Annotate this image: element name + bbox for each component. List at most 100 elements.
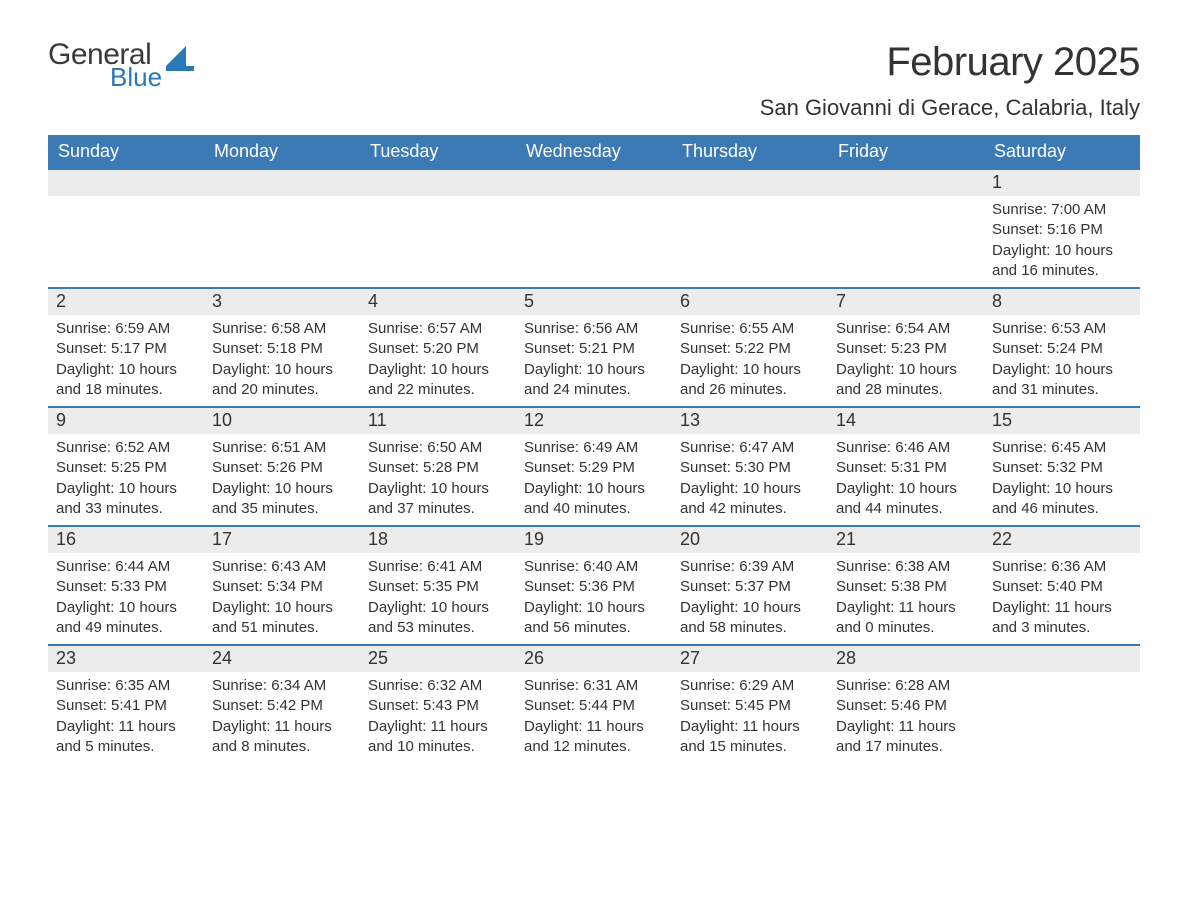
day-details: Sunrise: 6:52 AMSunset: 5:25 PMDaylight:… [48,434,204,525]
day-cell: 17Sunrise: 6:43 AMSunset: 5:34 PMDayligh… [204,527,360,644]
sunrise-line: Sunrise: 6:31 AM [524,676,664,696]
day-number: 24 [204,646,360,672]
logo-word-blue: Blue [110,64,162,90]
sunset-line: Sunset: 5:28 PM [368,458,508,478]
sunrise-line: Sunrise: 7:00 AM [992,200,1132,220]
daylight-line: and 35 minutes. [212,499,352,519]
week-row: 2Sunrise: 6:59 AMSunset: 5:17 PMDaylight… [48,287,1140,406]
day-cell: 14Sunrise: 6:46 AMSunset: 5:31 PMDayligh… [828,408,984,525]
daylight-line: and 37 minutes. [368,499,508,519]
day-details: Sunrise: 6:36 AMSunset: 5:40 PMDaylight:… [984,553,1140,644]
daylight-line: Daylight: 10 hours [56,479,196,499]
daylight-line: Daylight: 10 hours [212,479,352,499]
day-details [204,196,360,206]
daylight-line: Daylight: 11 hours [56,717,196,737]
weekday-header: Thursday [672,135,828,170]
daylight-line: Daylight: 10 hours [680,479,820,499]
daylight-line: Daylight: 11 hours [368,717,508,737]
day-details: Sunrise: 6:38 AMSunset: 5:38 PMDaylight:… [828,553,984,644]
sunset-line: Sunset: 5:42 PM [212,696,352,716]
sunset-line: Sunset: 5:45 PM [680,696,820,716]
sunrise-line: Sunrise: 6:50 AM [368,438,508,458]
weekday-header: Friday [828,135,984,170]
logo-sail-icon [166,46,196,77]
day-details: Sunrise: 6:59 AMSunset: 5:17 PMDaylight:… [48,315,204,406]
day-details: Sunrise: 6:41 AMSunset: 5:35 PMDaylight:… [360,553,516,644]
sunset-line: Sunset: 5:36 PM [524,577,664,597]
month-title: February 2025 [760,40,1140,85]
daylight-line: Daylight: 11 hours [212,717,352,737]
day-cell: 11Sunrise: 6:50 AMSunset: 5:28 PMDayligh… [360,408,516,525]
sunrise-line: Sunrise: 6:32 AM [368,676,508,696]
daylight-line: and 46 minutes. [992,499,1132,519]
day-details: Sunrise: 6:35 AMSunset: 5:41 PMDaylight:… [48,672,204,763]
daylight-line: Daylight: 10 hours [524,479,664,499]
daylight-line: and 33 minutes. [56,499,196,519]
day-number: 16 [48,527,204,553]
day-cell [48,170,204,287]
week-row: 1Sunrise: 7:00 AMSunset: 5:16 PMDaylight… [48,170,1140,287]
day-cell: 13Sunrise: 6:47 AMSunset: 5:30 PMDayligh… [672,408,828,525]
sunrise-line: Sunrise: 6:46 AM [836,438,976,458]
day-number [672,170,828,196]
week-row: 16Sunrise: 6:44 AMSunset: 5:33 PMDayligh… [48,525,1140,644]
daylight-line: Daylight: 10 hours [680,598,820,618]
daylight-line: and 40 minutes. [524,499,664,519]
day-details [360,196,516,206]
daylight-line: and 3 minutes. [992,618,1132,638]
day-number: 4 [360,289,516,315]
day-details: Sunrise: 6:58 AMSunset: 5:18 PMDaylight:… [204,315,360,406]
day-details: Sunrise: 6:31 AMSunset: 5:44 PMDaylight:… [516,672,672,763]
calendar-page: General Blue February 2025 San Giovanni … [0,0,1188,918]
day-number: 10 [204,408,360,434]
day-cell: 1Sunrise: 7:00 AMSunset: 5:16 PMDaylight… [984,170,1140,287]
sunrise-line: Sunrise: 6:55 AM [680,319,820,339]
daylight-line: and 49 minutes. [56,618,196,638]
daylight-line: Daylight: 10 hours [992,241,1132,261]
daylight-line: Daylight: 11 hours [680,717,820,737]
daylight-line: Daylight: 10 hours [836,479,976,499]
day-cell: 15Sunrise: 6:45 AMSunset: 5:32 PMDayligh… [984,408,1140,525]
day-cell: 28Sunrise: 6:28 AMSunset: 5:46 PMDayligh… [828,646,984,763]
day-cell [204,170,360,287]
daylight-line: and 10 minutes. [368,737,508,757]
day-cell: 19Sunrise: 6:40 AMSunset: 5:36 PMDayligh… [516,527,672,644]
day-details: Sunrise: 6:40 AMSunset: 5:36 PMDaylight:… [516,553,672,644]
day-cell: 8Sunrise: 6:53 AMSunset: 5:24 PMDaylight… [984,289,1140,406]
location-subtitle: San Giovanni di Gerace, Calabria, Italy [760,95,1140,121]
day-cell: 21Sunrise: 6:38 AMSunset: 5:38 PMDayligh… [828,527,984,644]
daylight-line: and 22 minutes. [368,380,508,400]
day-details: Sunrise: 6:54 AMSunset: 5:23 PMDaylight:… [828,315,984,406]
sunset-line: Sunset: 5:32 PM [992,458,1132,478]
day-number: 7 [828,289,984,315]
sunset-line: Sunset: 5:21 PM [524,339,664,359]
day-details: Sunrise: 6:56 AMSunset: 5:21 PMDaylight:… [516,315,672,406]
day-details: Sunrise: 6:43 AMSunset: 5:34 PMDaylight:… [204,553,360,644]
day-number: 28 [828,646,984,672]
day-number: 22 [984,527,1140,553]
day-number [360,170,516,196]
daylight-line: Daylight: 10 hours [368,598,508,618]
daylight-line: Daylight: 10 hours [212,360,352,380]
daylight-line: Daylight: 10 hours [992,360,1132,380]
day-cell [360,170,516,287]
day-details: Sunrise: 6:55 AMSunset: 5:22 PMDaylight:… [672,315,828,406]
daylight-line: and 15 minutes. [680,737,820,757]
weekday-header-row: SundayMondayTuesdayWednesdayThursdayFrid… [48,135,1140,170]
day-details: Sunrise: 6:32 AMSunset: 5:43 PMDaylight:… [360,672,516,763]
daylight-line: and 53 minutes. [368,618,508,638]
sunset-line: Sunset: 5:41 PM [56,696,196,716]
day-cell: 3Sunrise: 6:58 AMSunset: 5:18 PMDaylight… [204,289,360,406]
daylight-line: and 17 minutes. [836,737,976,757]
day-details: Sunrise: 6:53 AMSunset: 5:24 PMDaylight:… [984,315,1140,406]
day-number: 25 [360,646,516,672]
day-details [984,672,1140,682]
day-cell: 25Sunrise: 6:32 AMSunset: 5:43 PMDayligh… [360,646,516,763]
daylight-line: and 8 minutes. [212,737,352,757]
daylight-line: Daylight: 10 hours [56,360,196,380]
sunset-line: Sunset: 5:17 PM [56,339,196,359]
daylight-line: Daylight: 10 hours [368,479,508,499]
day-number [828,170,984,196]
day-number: 18 [360,527,516,553]
week-row: 23Sunrise: 6:35 AMSunset: 5:41 PMDayligh… [48,644,1140,763]
